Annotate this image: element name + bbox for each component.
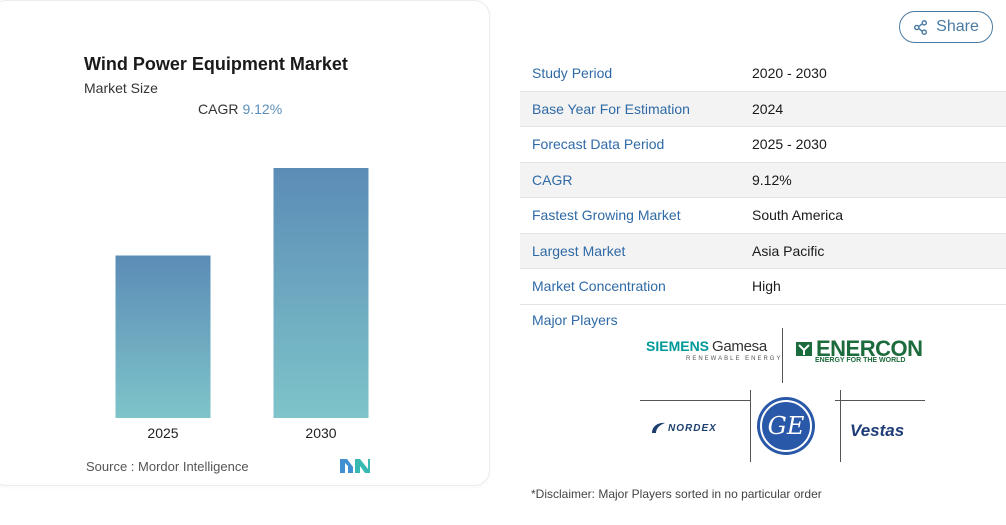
ge-name: GE (768, 412, 805, 440)
row-key: Study Period (532, 65, 613, 82)
chart-title: Wind Power Equipment Market (84, 54, 348, 74)
disclaimer-text: *Disclaimer: Major Players sorted in no … (531, 487, 822, 501)
chart-card (0, 0, 490, 486)
row-key: Market Concentration (532, 278, 666, 295)
row-value: 2025 - 2030 (752, 136, 827, 153)
row-key: CAGR (532, 171, 573, 188)
x-tick-label: 2030 (305, 425, 336, 441)
enercon-name: ENERCON (816, 336, 923, 361)
cagr-label: CAGR (198, 101, 239, 117)
table-row: Forecast Data Period 2025 - 2030 (520, 127, 1006, 163)
market-info-table: Study Period 2020 - 2030 Base Year For E… (520, 56, 1006, 305)
gamesa-name: Gamesa (712, 338, 767, 355)
major-players-label: Major Players (532, 312, 618, 328)
row-value: 2020 - 2030 (752, 65, 827, 82)
divider (640, 400, 750, 401)
row-key: Fastest Growing Market (532, 207, 681, 224)
vestas-logo: Vestas (850, 421, 905, 440)
table-row: Largest Market Asia Pacific (520, 233, 1006, 269)
major-players-logos: SIEMENS Gamesa RENEWABLE ENERGY ENERCON E… (640, 328, 930, 463)
nordex-logo: NORDEX (650, 421, 717, 435)
cagr-value: 9.12% (242, 101, 283, 117)
divider (750, 390, 751, 462)
row-key: Forecast Data Period (532, 136, 665, 153)
mordor-logo-icon (340, 459, 370, 473)
table-row: Fastest Growing Market South America (520, 198, 1006, 234)
enercon-logo: ENERCON (795, 336, 923, 362)
source-label: Source : (86, 459, 135, 474)
row-key: Largest Market (532, 242, 626, 259)
row-value: South America (752, 207, 844, 224)
enercon-subtitle: ENERGY FOR THE WORLD (815, 357, 906, 364)
chart-source: Source : Mordor Intelligence (86, 459, 249, 474)
bar-2025 (115, 255, 211, 418)
siemens-subtitle: RENEWABLE ENERGY (686, 356, 783, 362)
nordex-mark-icon (652, 422, 665, 433)
source-name: Mordor Intelligence (138, 459, 249, 474)
row-value: Asia Pacific (752, 242, 825, 259)
share-button[interactable]: Share (899, 11, 993, 43)
bar-2030 (273, 168, 369, 418)
divider (840, 390, 841, 462)
enercon-mark-icon (796, 342, 812, 356)
row-value: High (752, 278, 781, 295)
divider (835, 400, 925, 401)
table-row: Base Year For Estimation 2024 (520, 91, 1006, 127)
table-row: CAGR 9.12% (520, 162, 1006, 198)
divider (782, 328, 783, 383)
x-tick-label: 2025 (147, 425, 178, 441)
share-icon (914, 19, 928, 35)
ge-logo-icon: GE (757, 397, 815, 455)
chart-cagr: CAGR 9.12% (198, 101, 282, 117)
siemens-gamesa-logo: SIEMENS Gamesa (646, 338, 767, 355)
table-row: Study Period 2020 - 2030 (520, 56, 1006, 92)
chart-subtitle: Market Size (84, 80, 158, 96)
nordex-name: NORDEX (668, 422, 717, 434)
bar-chart: 2025 2030 (115, 168, 369, 441)
row-value: 9.12% (752, 171, 792, 188)
row-value: 2024 (752, 100, 784, 117)
row-key: Base Year For Estimation (532, 100, 690, 117)
share-label: Share (936, 18, 979, 35)
table-row: Market Concentration High (520, 269, 1006, 305)
siemens-brand: SIEMENS (646, 338, 710, 354)
